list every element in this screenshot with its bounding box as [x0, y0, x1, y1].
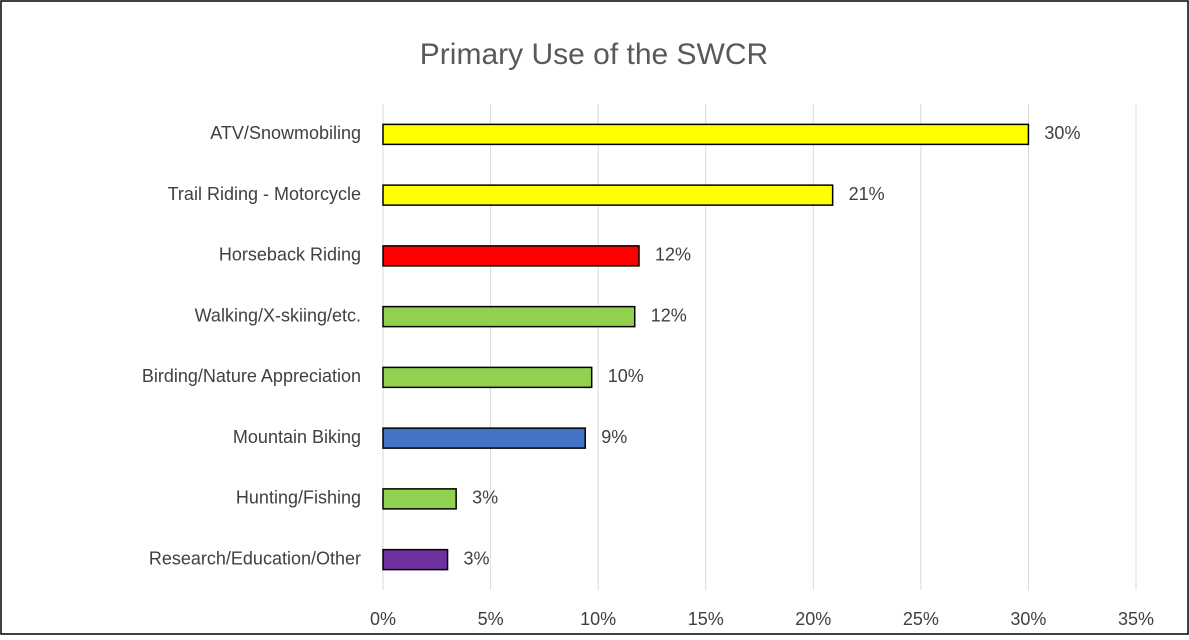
bar — [382, 488, 457, 510]
data-label: 12% — [651, 305, 687, 325]
x-tick-label: 0% — [370, 609, 396, 629]
x-tick-label: 20% — [795, 609, 831, 629]
x-tick-label: 15% — [688, 609, 724, 629]
y-tick-label: Mountain Biking — [233, 427, 361, 447]
data-label: 9% — [601, 427, 627, 447]
bar — [382, 548, 449, 571]
bar — [382, 427, 586, 449]
bar — [382, 305, 636, 328]
y-tick-label: Hunting/Fishing — [236, 488, 361, 508]
y-tick-label: Horseback Riding — [219, 245, 361, 265]
data-label: 21% — [849, 184, 885, 204]
data-label: 30% — [1044, 123, 1080, 143]
data-label: 3% — [472, 488, 498, 508]
data-label: 3% — [464, 548, 490, 568]
y-tick-label: ATV/Snowmobiling — [210, 123, 361, 143]
x-tick-label: 25% — [903, 609, 939, 629]
y-tick-label: Research/Education/Other — [149, 548, 361, 568]
y-tick-label: Trail Riding - Motorcycle — [168, 184, 361, 204]
bar — [382, 245, 640, 267]
y-tick-label: Birding/Nature Appreciation — [142, 366, 361, 386]
y-tick-label: Walking/X-skiing/etc. — [195, 305, 361, 325]
chart-title: Primary Use of the SWCR — [420, 38, 768, 71]
data-label: 12% — [655, 245, 691, 265]
data-label: 10% — [608, 366, 644, 386]
bar — [382, 184, 834, 206]
x-tick-label: 10% — [580, 609, 616, 629]
x-tick-label: 30% — [1010, 609, 1046, 629]
x-tick-label: 35% — [1118, 609, 1154, 629]
bar — [382, 123, 1030, 146]
bar — [382, 366, 593, 389]
x-tick-label: 5% — [478, 609, 504, 629]
